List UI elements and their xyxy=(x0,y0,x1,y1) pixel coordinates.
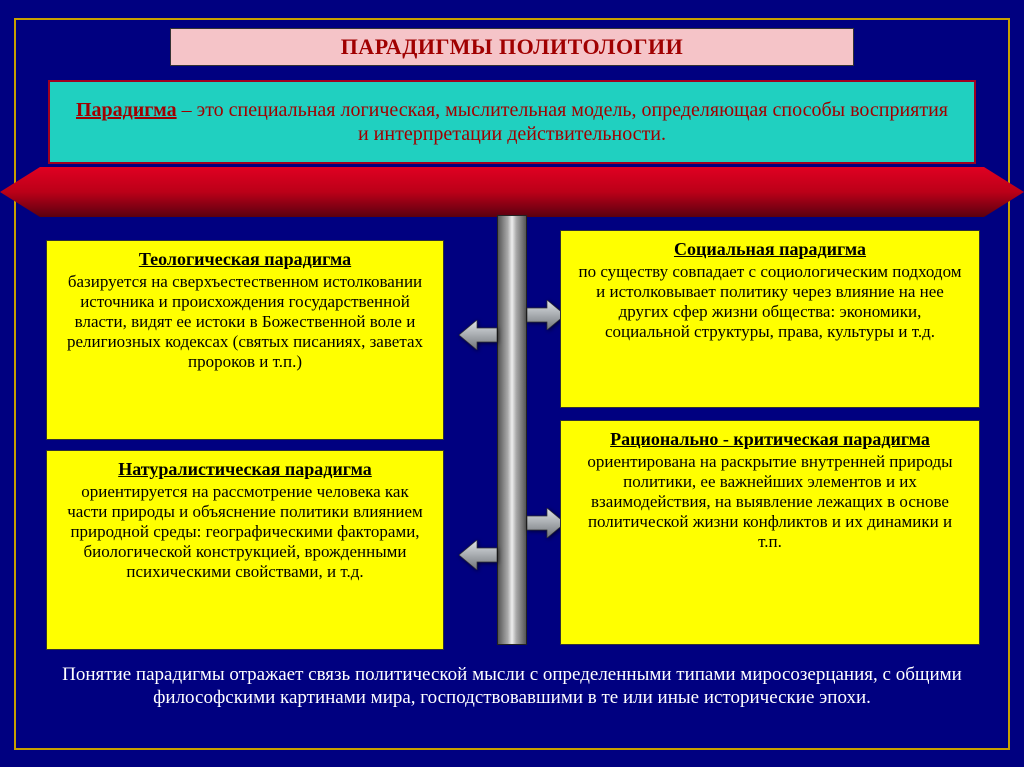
definition-body: – это специальная логическая, мыслительн… xyxy=(177,99,948,145)
paradigm-box-rational-critical: Рационально - критическая парадигма орие… xyxy=(560,420,980,645)
footer-text: Понятие парадигмы отражает связь политич… xyxy=(36,664,988,710)
box-heading: Натуралистическая парадигма xyxy=(61,459,429,480)
red-banner-arrow xyxy=(0,167,1024,217)
box-body: ориентируется на рассмотрение человека к… xyxy=(67,482,423,581)
box-body: по существу совпадает с социологическим … xyxy=(578,262,961,341)
definition-term: Парадигма xyxy=(76,99,177,121)
box-heading: Рационально - критическая парадигма xyxy=(575,429,965,450)
paradigm-box-theological: Теологическая парадигма базируется на св… xyxy=(46,240,444,440)
title-box: ПАРАДИГМЫ ПОЛИТОЛОГИИ xyxy=(170,28,854,66)
arrow-left-icon xyxy=(459,320,497,350)
title-text: ПАРАДИГМЫ ПОЛИТОЛОГИИ xyxy=(341,34,684,60)
box-heading: Социальная парадигма xyxy=(575,239,965,260)
paradigm-box-social: Социальная парадигма по существу совпада… xyxy=(560,230,980,408)
definition-box: Парадигма – это специальная логическая, … xyxy=(48,80,976,164)
box-heading: Теологическая парадигма xyxy=(61,249,429,270)
vertical-spine xyxy=(497,215,527,645)
definition-text: Парадигма – это специальная логическая, … xyxy=(70,98,954,146)
box-body: базируется на сверхъестественном истолко… xyxy=(67,272,423,371)
box-body: ориентирована на раскрытие внутренней пр… xyxy=(587,452,952,551)
paradigm-box-naturalistic: Натуралистическая парадигма ориентируетс… xyxy=(46,450,444,650)
arrow-left-icon xyxy=(459,540,497,570)
